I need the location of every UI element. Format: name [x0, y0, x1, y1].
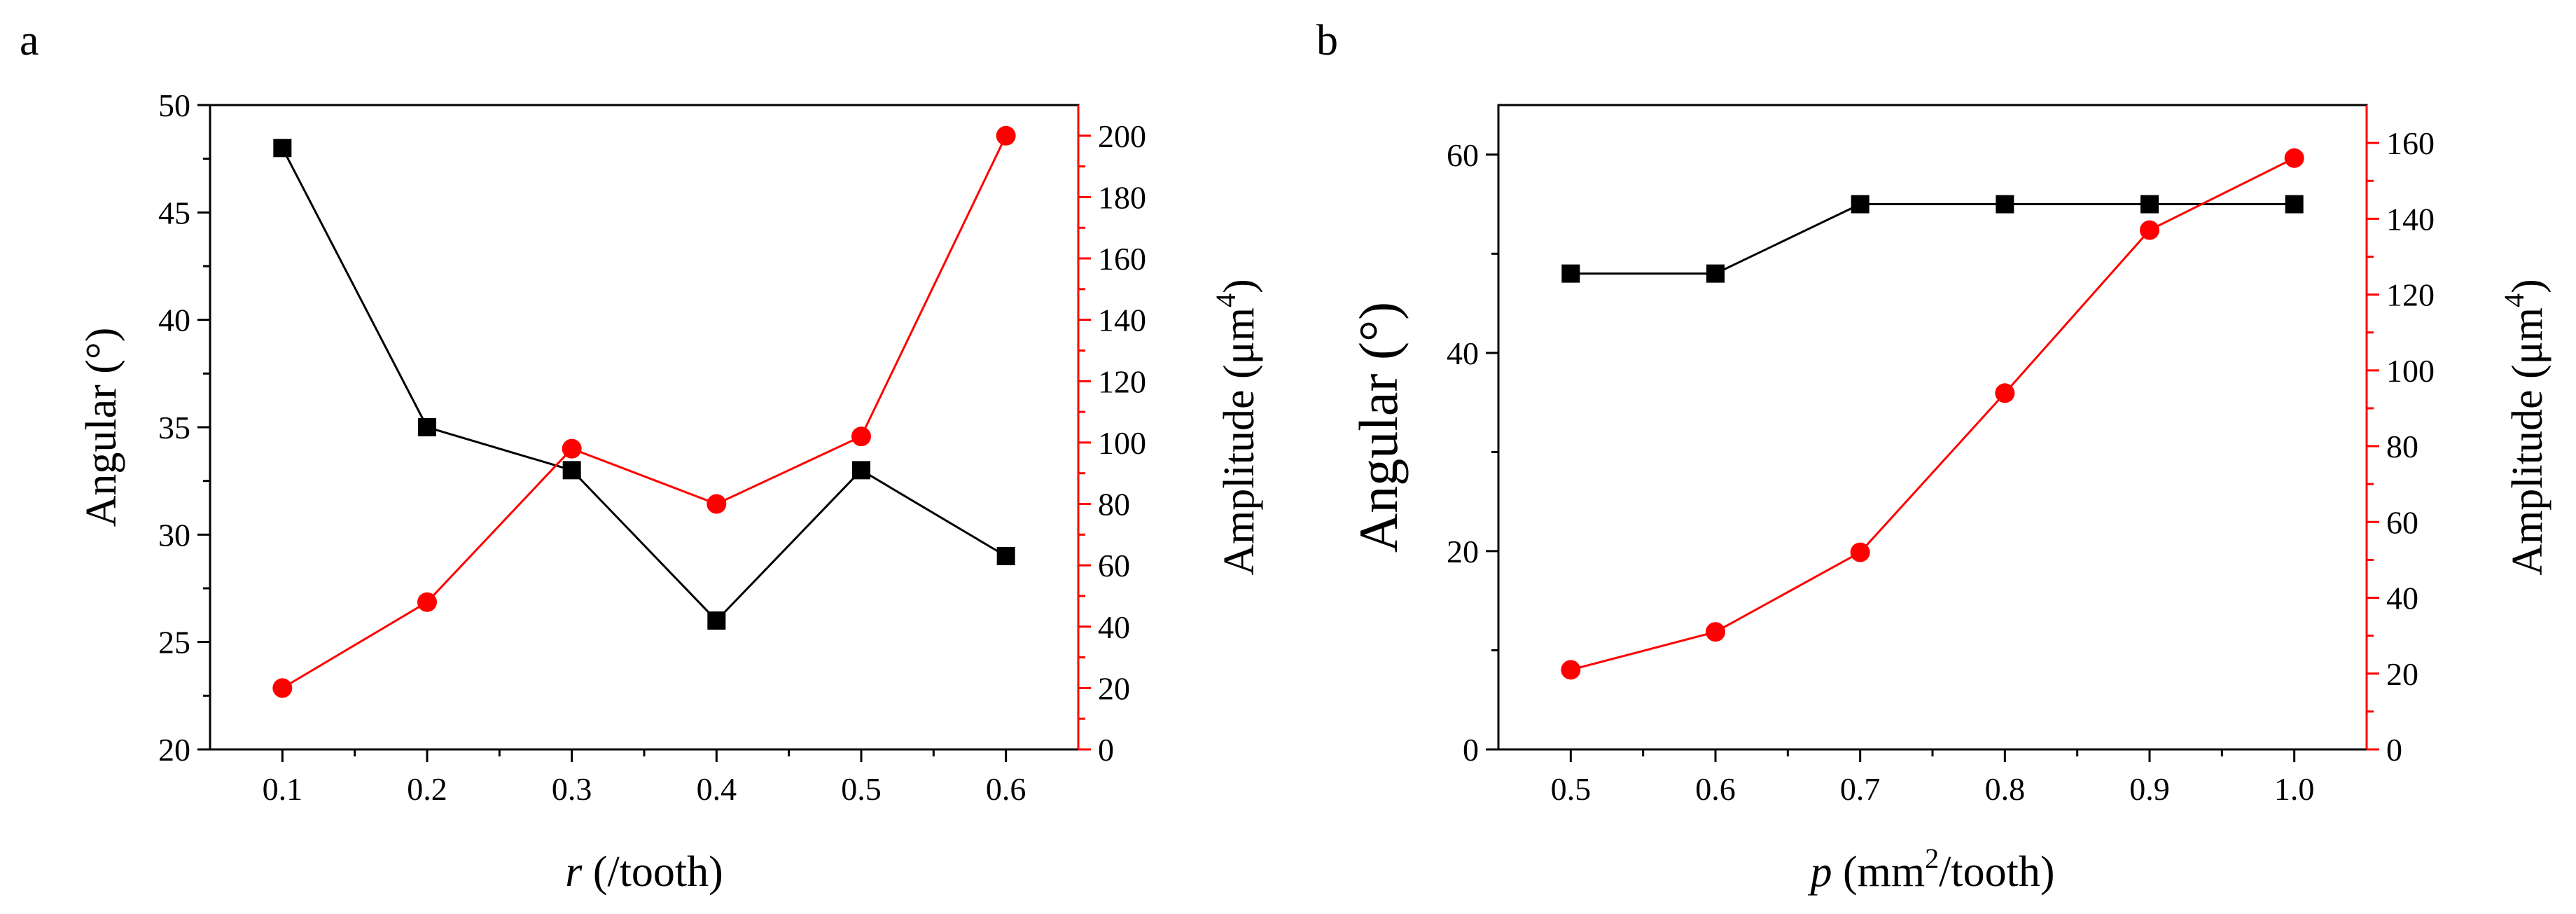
y-right-tick-label-b: 120: [2386, 277, 2435, 313]
y-axis-left-title-a: Angular (°): [78, 328, 125, 527]
y-axis-right-sup-b: 4: [2498, 293, 2530, 307]
y-right-tick-label-a: 140: [1098, 303, 1146, 338]
y-right-tick-label-a: 200: [1098, 118, 1146, 154]
y-left-tick-label-b: 0: [1463, 732, 1479, 768]
y-right-tick-label-a: 160: [1098, 241, 1146, 277]
ticks-b: 0.5 0.6 0.7 0.8 0.9 1.0 0 20 40 60 0 20 40 60 80 100 120…: [1447, 125, 2435, 807]
amplitude-point-a: [272, 678, 293, 698]
amplitude-point-b: [2284, 148, 2304, 168]
y-right-tick-label-a: 20: [1098, 670, 1130, 706]
angular-point-b: [1851, 195, 1870, 214]
amplitude-point-b: [1706, 622, 1725, 642]
amplitude-line-a: [281, 135, 1008, 689]
y-axis-right-end-a: ): [1216, 279, 1263, 293]
amplitude-point-b: [1995, 383, 2015, 403]
x-tick-label-b: 0.7: [1840, 771, 1881, 807]
y-right-tick-label-b: 100: [2386, 353, 2435, 389]
panel-b: b 0.5 0.6 0.7 0.8 0.9 1.0 0 20 40 60 0 20 40 60 80 100 1…: [1316, 17, 2551, 896]
angular-point-b: [1706, 264, 1725, 283]
y-axis-left-title-b: Angular (°): [1348, 302, 1409, 553]
angular-point-a: [996, 547, 1015, 565]
y-axis-right-main-b: Amplitude (μm: [2504, 307, 2551, 576]
angular-line-a: [281, 147, 1007, 623]
y-right-tick-label-a: 100: [1098, 425, 1146, 461]
angular-point-b: [2140, 195, 2159, 214]
x-axis-unit-a: (/tooth): [582, 848, 723, 896]
y-right-tick-label-b: 80: [2386, 429, 2418, 464]
x-tick-label-a: 0.6: [986, 771, 1026, 807]
ticks-a: 0.1 0.2 0.3 0.4 0.5 0.6 20 25 30 35 40 45 50 0 20 40 60 8…: [158, 88, 1146, 807]
y-axis-right-sup-a: 4: [1210, 293, 1241, 307]
y-axis-right-title-b: Amplitude (μm4): [2498, 279, 2551, 575]
y-left-tick-label-b: 20: [1447, 534, 1479, 569]
y-right-tick-label-b: 40: [2386, 581, 2418, 616]
angular-line-b: [1571, 203, 2295, 275]
y-left-tick-label-a: 45: [158, 195, 190, 230]
amplitude-point-a: [706, 494, 727, 514]
amplitude-point-a: [562, 438, 582, 459]
angular-point-b: [1561, 264, 1580, 283]
y-right-tick-label-b: 0: [2386, 732, 2402, 768]
x-axis-title-b: p (mm2/tooth): [1808, 843, 2055, 896]
amplitude-point-b: [1561, 660, 1581, 680]
angular-point-a: [562, 461, 581, 480]
x-tick-label-a: 0.4: [697, 771, 737, 807]
y-left-tick-label-a: 40: [158, 303, 190, 338]
angular-point-b: [2285, 195, 2304, 214]
x-tick-label-b: 0.9: [2129, 771, 2170, 807]
x-axis-title-a: r (/tooth): [565, 848, 723, 896]
y-left-tick-label-a: 25: [158, 625, 190, 660]
x-tick-label-b: 1.0: [2274, 771, 2315, 807]
y-right-tick-label-a: 40: [1098, 609, 1130, 645]
y-right-tick-label-a: 180: [1098, 179, 1146, 215]
x-axis-var-b: p: [1808, 848, 1832, 896]
y-axis-right-main-a: Amplitude (μm: [1216, 307, 1263, 576]
series-a: [272, 125, 1016, 698]
panel-label-b: b: [1316, 17, 1338, 64]
x-tick-label-b: 0.6: [1695, 771, 1736, 807]
y-left-tick-label-a: 20: [158, 732, 190, 768]
y-right-tick-label-b: 160: [2386, 125, 2435, 161]
x-tick-label-a: 0.3: [552, 771, 592, 807]
angular-point-a: [418, 418, 436, 436]
panel-a: a 0.1 0.2 0.3 0.4 0.5 0.6 20 25 30 35 40 45 50 0 20 40 6…: [20, 17, 1263, 896]
angular-point-a: [707, 611, 726, 630]
y-right-tick-label-b: 60: [2386, 504, 2418, 540]
y-right-tick-label-a: 0: [1098, 732, 1114, 768]
y-right-tick-label-b: 140: [2386, 201, 2435, 237]
y-left-tick-label-b: 60: [1447, 137, 1479, 173]
y-axis-right-end-b: ): [2504, 279, 2551, 293]
y-left-tick-label-a: 35: [158, 410, 190, 445]
amplitude-point-a: [851, 427, 871, 447]
panel-label-a: a: [20, 17, 39, 64]
x-axis-unit-b-1: (mm: [1832, 848, 1926, 896]
amplitude-point-a: [417, 592, 437, 612]
angular-point-a: [273, 139, 292, 158]
y-right-tick-label-a: 120: [1098, 363, 1146, 399]
x-axis-unit-b-2: /tooth): [1939, 848, 2054, 896]
y-right-tick-label-a: 60: [1098, 548, 1130, 583]
amplitude-line-b: [1570, 157, 2295, 671]
y-left-tick-label-a: 50: [158, 88, 190, 123]
amplitude-point-b: [2140, 220, 2159, 240]
y-left-tick-label-b: 40: [1447, 335, 1479, 371]
x-tick-label-a: 0.5: [841, 771, 882, 807]
y-right-tick-label-b: 20: [2386, 656, 2418, 692]
y-left-tick-label-a: 30: [158, 517, 190, 553]
x-tick-label-b: 0.5: [1551, 771, 1592, 807]
y-axis-right-title-a: Amplitude (μm4): [1210, 279, 1263, 575]
angular-point-b: [1996, 195, 2014, 214]
plot-frame-b: [1497, 104, 2368, 751]
x-tick-label-a: 0.1: [263, 771, 303, 807]
x-axis-unit-sup-b: 2: [1925, 843, 1939, 874]
angular-point-a: [852, 461, 870, 480]
y-right-tick-label-a: 80: [1098, 487, 1130, 522]
amplitude-point-a: [996, 125, 1016, 146]
x-tick-label-b: 0.8: [1985, 771, 2026, 807]
series-b: [1561, 148, 2304, 680]
x-tick-label-a: 0.2: [407, 771, 447, 807]
x-axis-var-a: r: [565, 848, 583, 896]
amplitude-point-b: [1850, 542, 1870, 562]
